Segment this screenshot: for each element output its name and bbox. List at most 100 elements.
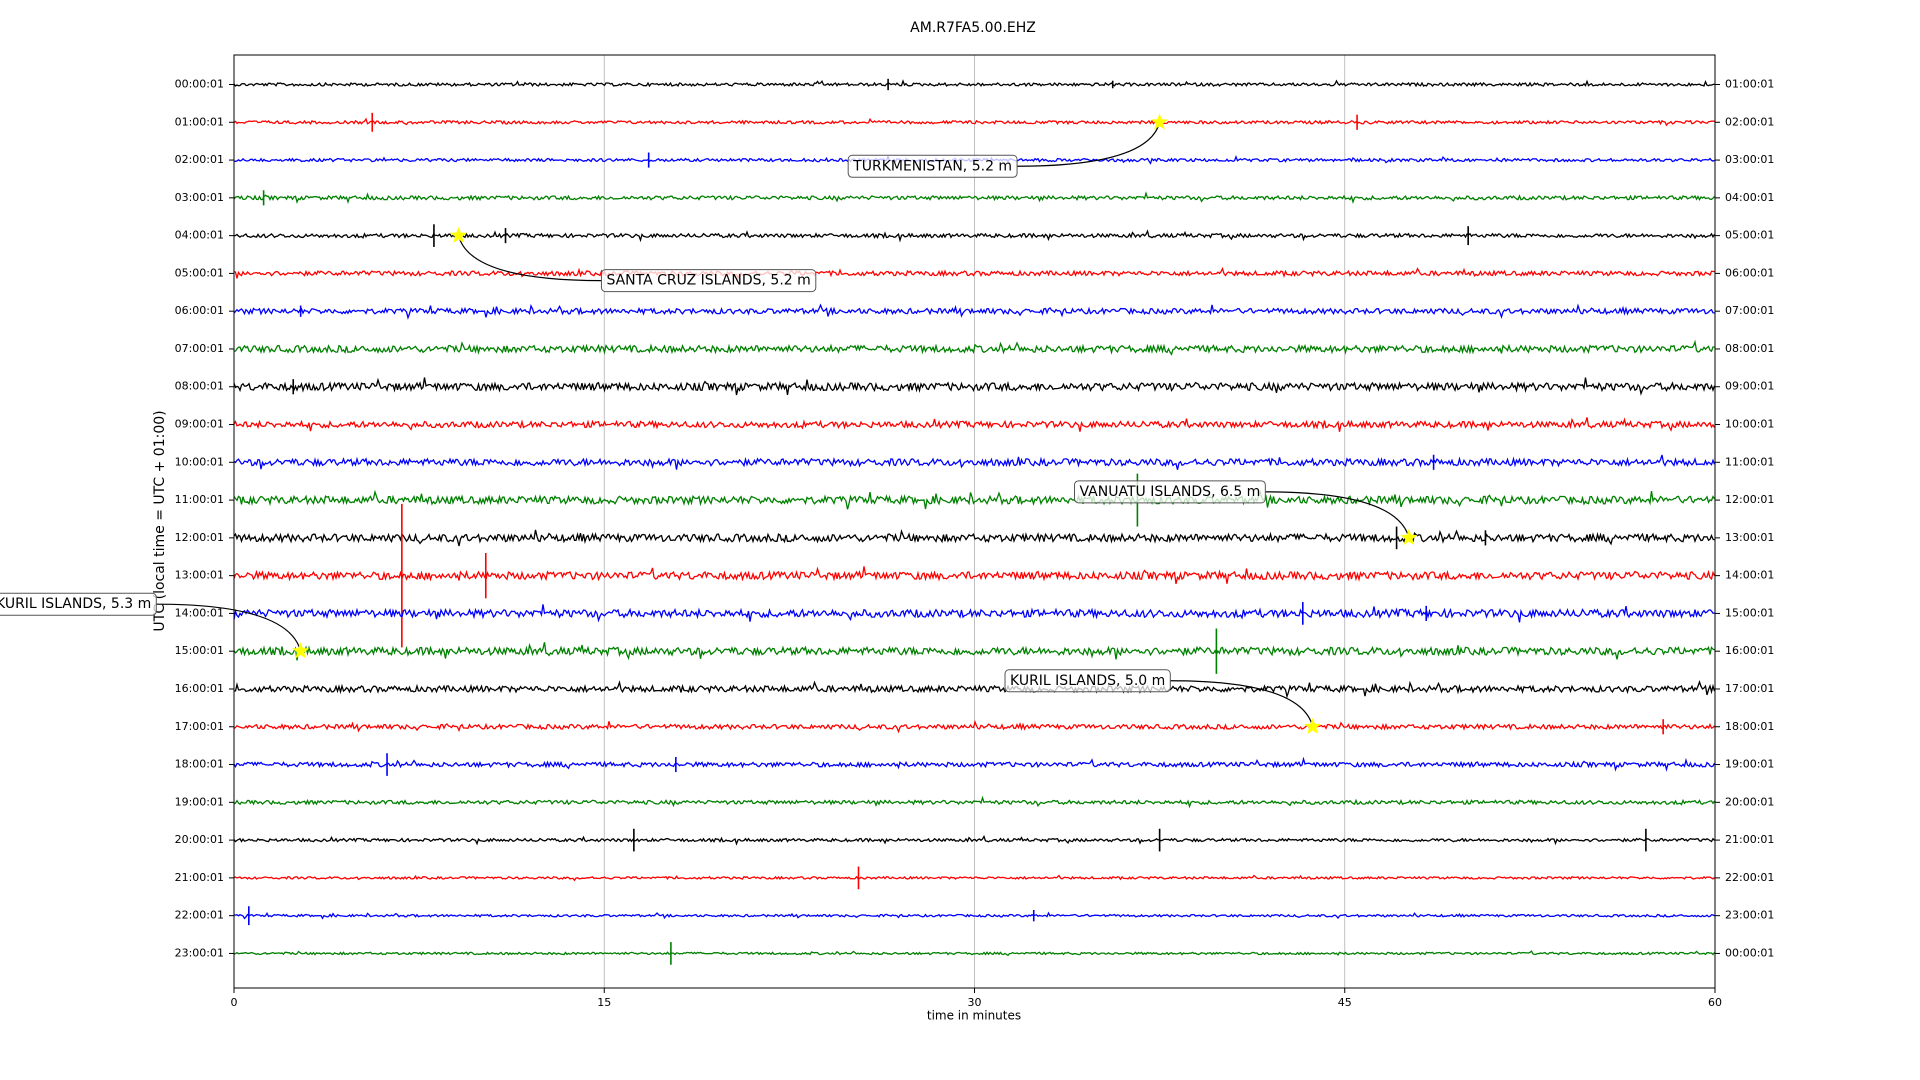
x-tick-label: 0 (231, 996, 238, 1009)
annotation-label: SANTA CRUZ ISLANDS, 5.2 m (606, 273, 810, 289)
y-tick-label: 13:00:01 (175, 569, 224, 582)
trace (233, 642, 1715, 661)
annotation-label: VANUATU ISLANDS, 6.5 m (1080, 484, 1261, 500)
y-tick-label-right: 05:00:01 (1725, 229, 1774, 242)
y-tick-label: 19:00:01 (175, 795, 224, 808)
annotation-label: KURIL ISLANDS, 5.0 m (1010, 673, 1165, 689)
event-marker (1304, 717, 1322, 734)
trace (233, 566, 1716, 585)
y-tick-label: 23:00:01 (175, 946, 224, 959)
trace (233, 834, 1715, 846)
y-tick-label: 20:00:01 (175, 833, 224, 846)
y-tick-label: 08:00:01 (175, 380, 224, 393)
annotation-box (847, 154, 1018, 178)
y-tick-label: 14:00:01 (175, 606, 224, 619)
annotation-box (1074, 480, 1266, 504)
y-tick-label-right: 16:00:01 (1725, 644, 1774, 657)
y-tick-label-right: 11:00:01 (1725, 455, 1774, 468)
event-annotation: VANUATU ISLANDS, 6.5 m (1074, 480, 1266, 504)
y-tick-label-right: 15:00:01 (1725, 606, 1774, 619)
event-annotation: KURIL ISLANDS, 5.3 m (0, 592, 157, 616)
trace (233, 604, 1715, 623)
trace (233, 719, 1715, 734)
y-tick-label: 22:00:01 (175, 909, 224, 922)
y-tick-label: 05:00:01 (175, 266, 224, 279)
x-tick-label: 45 (1338, 996, 1352, 1009)
x-tick-label: 60 (1708, 996, 1722, 1009)
y-tick-label-right: 12:00:01 (1725, 493, 1774, 506)
y-tick-label-right: 02:00:01 (1725, 115, 1774, 128)
y-tick-label: 01:00:01 (175, 115, 224, 128)
event-marker (292, 642, 310, 659)
annotation-box (1004, 669, 1171, 693)
annotation-connector (1170, 680, 1314, 727)
trace (233, 377, 1716, 396)
trace (233, 117, 1715, 127)
x-tick-label: 15 (597, 996, 611, 1009)
y-tick-label-right: 01:00:01 (1725, 78, 1774, 91)
annotation-connector (1017, 122, 1161, 167)
y-tick-label-right: 10:00:01 (1725, 418, 1774, 431)
x-axis-label: time in minutes (927, 1009, 1021, 1023)
trace (233, 680, 1716, 699)
annotation-connector (156, 603, 302, 652)
y-tick-label: 00:00:01 (175, 78, 224, 91)
y-tick-label-right: 13:00:01 (1725, 531, 1774, 544)
y-tick-label: 10:00:01 (175, 455, 224, 468)
y-tick-label: 18:00:01 (175, 758, 224, 771)
y-tick-label-right: 21:00:01 (1725, 833, 1774, 846)
y-tick-label: 11:00:01 (175, 493, 224, 506)
event-marker (1400, 528, 1418, 546)
trace (233, 79, 1715, 88)
event-marker (450, 226, 468, 243)
y-tick-label-right: 03:00:01 (1725, 153, 1774, 166)
trace (233, 529, 1715, 547)
annotation-label: TURKMENISTAN, 5.2 m (852, 158, 1012, 174)
y-tick-label-right: 17:00:01 (1725, 682, 1774, 695)
y-tick-label-right: 07:00:01 (1725, 304, 1774, 317)
chart-title: AM.R7FA5.00.EHZ (910, 20, 1036, 36)
trace (233, 303, 1715, 320)
y-tick-label-right: 14:00:01 (1725, 569, 1774, 582)
trace (233, 454, 1716, 470)
trace (233, 266, 1715, 281)
trace (233, 911, 1715, 920)
trace (233, 489, 1716, 510)
trace (233, 874, 1715, 882)
y-tick-label: 04:00:01 (175, 229, 224, 242)
event-annotation: TURKMENISTAN, 5.2 m (847, 154, 1018, 178)
y-tick-label: 06:00:01 (175, 304, 224, 317)
annotation-connector (458, 235, 602, 282)
y-tick-label-right: 23:00:01 (1725, 909, 1774, 922)
y-tick-label: 12:00:01 (175, 531, 224, 544)
y-axis-label: UTC (local time = UTC + 01:00) (152, 410, 168, 631)
y-tick-label-right: 00:00:01 (1725, 946, 1774, 959)
y-tick-label: 17:00:01 (175, 720, 224, 733)
annotation-box (0, 592, 157, 616)
event-annotation: SANTA CRUZ ISLANDS, 5.2 m (600, 269, 817, 293)
y-tick-label: 15:00:01 (175, 644, 224, 657)
event-marker (1151, 113, 1169, 130)
y-tick-label-right: 09:00:01 (1725, 380, 1774, 393)
trace (233, 417, 1716, 432)
y-tick-label-right: 04:00:01 (1725, 191, 1774, 204)
y-tick-label: 09:00:01 (175, 418, 224, 431)
y-tick-label-right: 19:00:01 (1725, 758, 1774, 771)
trace (233, 191, 1715, 204)
y-tick-label: 16:00:01 (175, 682, 224, 695)
plot-frame (233, 54, 1716, 989)
trace (233, 950, 1716, 957)
y-tick-label: 02:00:01 (175, 153, 224, 166)
annotation-connector (1265, 491, 1410, 539)
y-tick-label-right: 18:00:01 (1725, 720, 1774, 733)
annotation-box (600, 269, 817, 293)
y-tick-label: 21:00:01 (175, 871, 224, 884)
trace (233, 756, 1716, 772)
annotation-label: KURIL ISLANDS, 5.3 m (0, 596, 151, 612)
x-tick-label: 30 (968, 996, 982, 1009)
y-tick-label: 03:00:01 (175, 191, 224, 204)
y-tick-label-right: 08:00:01 (1725, 342, 1774, 355)
y-tick-label-right: 22:00:01 (1725, 871, 1774, 884)
y-tick-label: 07:00:01 (175, 342, 224, 355)
